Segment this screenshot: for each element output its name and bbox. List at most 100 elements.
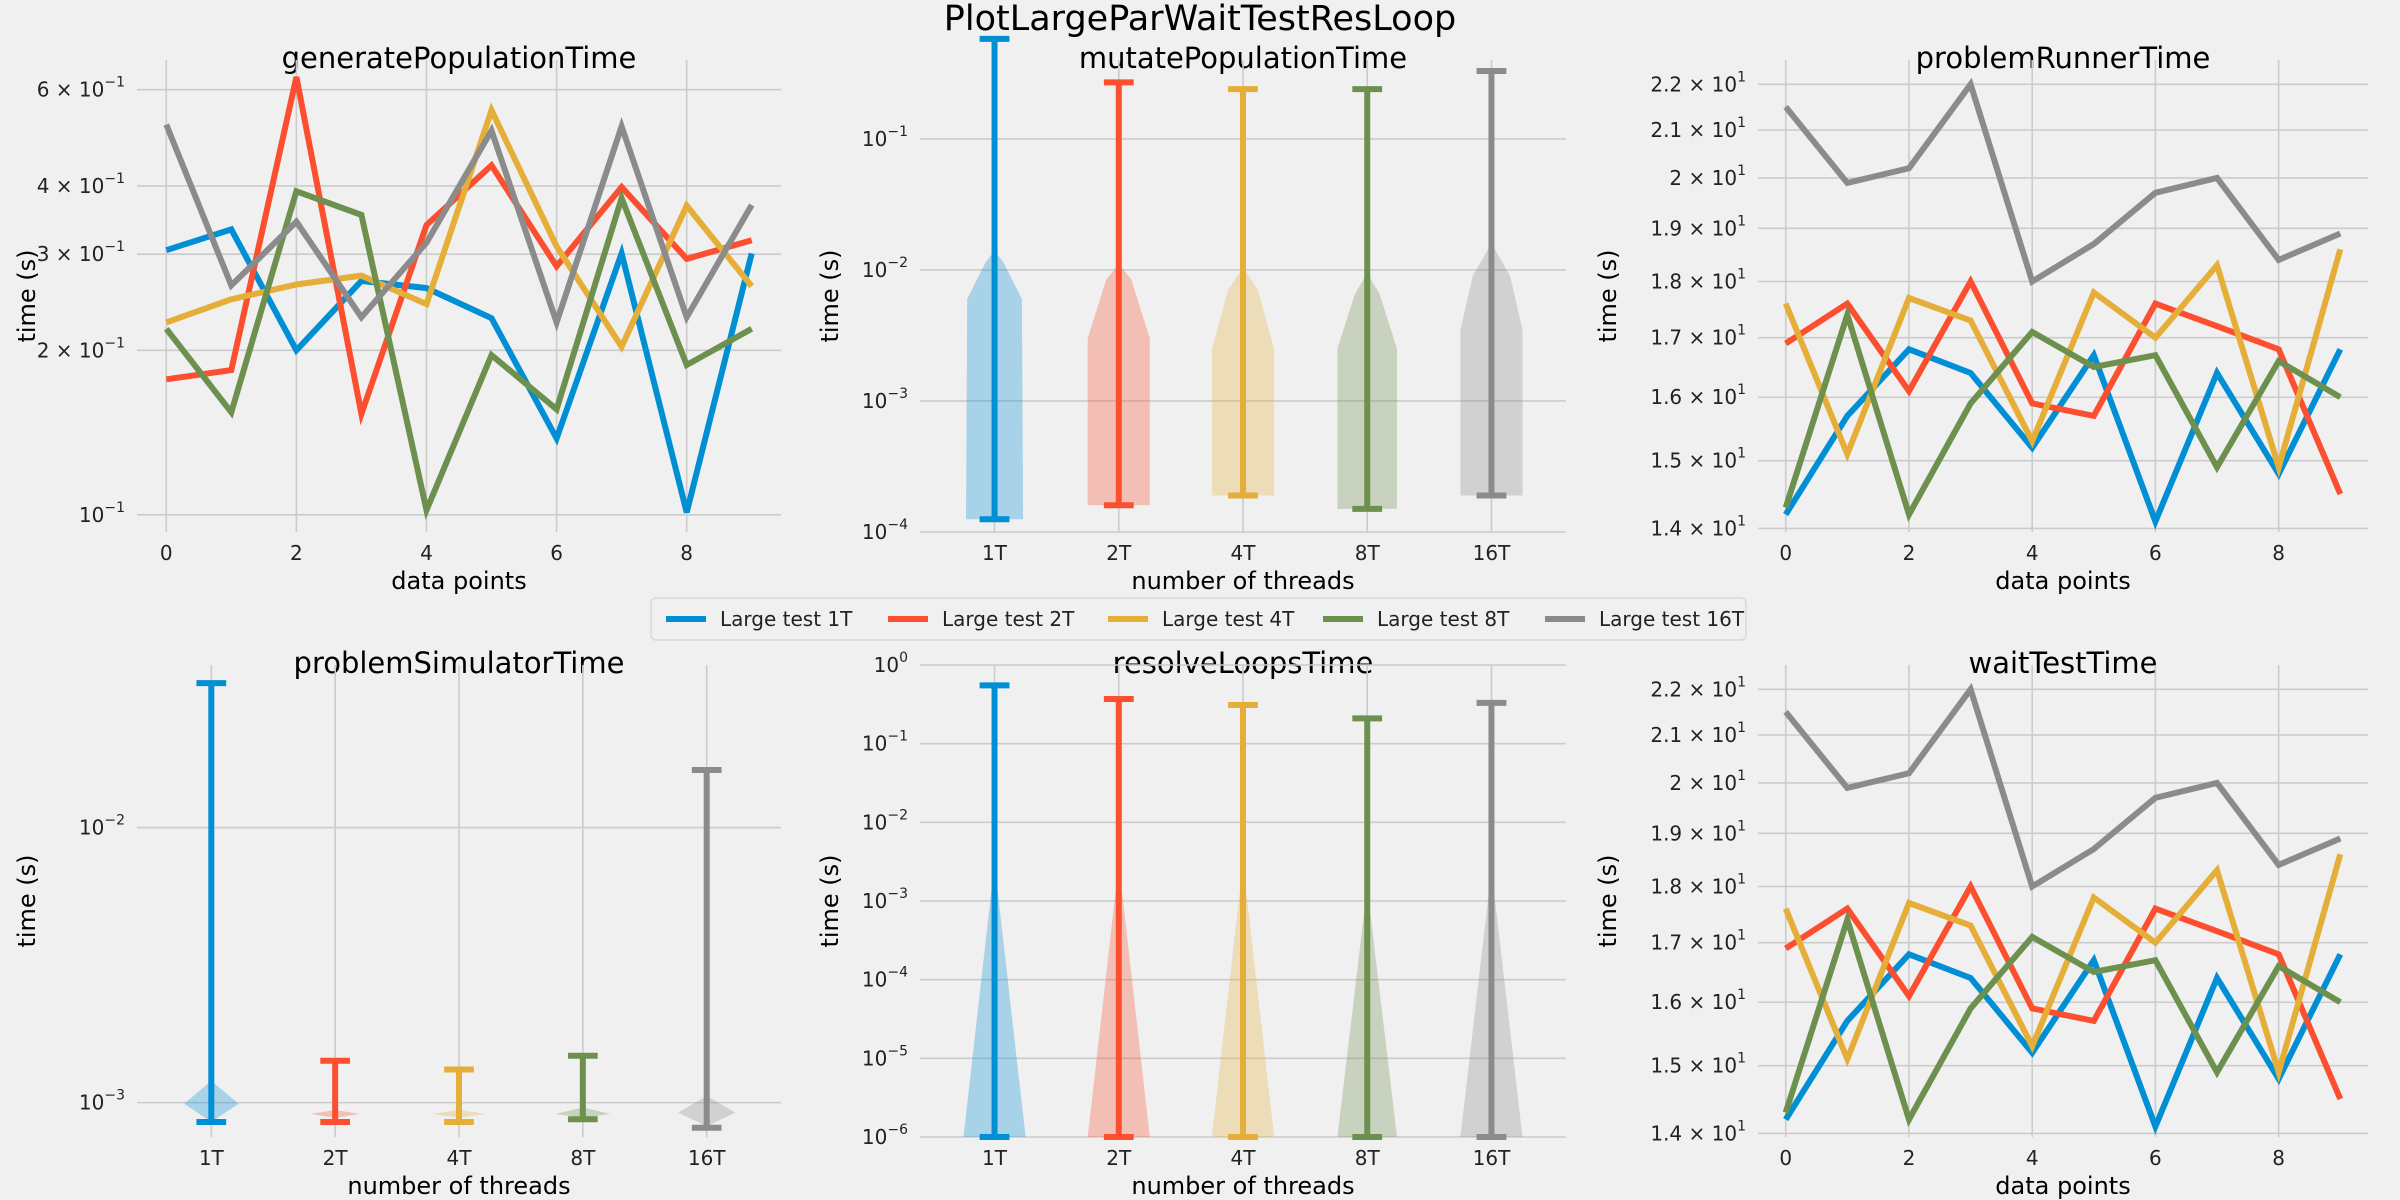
- x-axis-label: data points: [391, 567, 526, 595]
- y-tick-exponent: −3: [887, 886, 908, 902]
- category-label: 1T: [982, 1146, 1008, 1170]
- y-tick-exponent: 1: [1737, 266, 1746, 282]
- x-tick-label: 4: [420, 541, 433, 565]
- x-axis-label: number of threads: [1131, 1172, 1354, 1200]
- y-tick-label: 1.9 × 101: [1650, 213, 1746, 240]
- series-line-T8: [1782, 304, 2342, 523]
- y-tick-base: 1.6 × 10: [1650, 990, 1737, 1014]
- series-line-T2: [1784, 275, 2344, 496]
- y-tick-exponent: −1: [104, 500, 125, 516]
- y-tick-exponent: 1: [1737, 382, 1746, 398]
- category-label: 2T: [1106, 541, 1132, 565]
- x-axis-label: data points: [1995, 1172, 2130, 1200]
- y-axis-label: time (s): [816, 854, 844, 947]
- x-tick-label: 8: [2272, 541, 2285, 565]
- y-tick-base: 2 × 10: [1669, 166, 1737, 190]
- x-tick-label: 2: [1903, 541, 1916, 565]
- y-tick-base: 10: [862, 968, 887, 992]
- y-tick-label: 1.4 × 101: [1650, 513, 1746, 540]
- x-tick-label: 6: [2149, 1146, 2162, 1170]
- y-tick-label: 1.9 × 101: [1650, 818, 1746, 845]
- category-label: 8T: [570, 1146, 596, 1170]
- series-group: [963, 682, 1523, 1140]
- y-tick-base: 1.9 × 10: [1650, 821, 1737, 845]
- y-tick-base: 2.1 × 10: [1650, 723, 1737, 747]
- y-tick-base: 1.8 × 10: [1650, 874, 1737, 898]
- y-tick-exponent: 1: [1737, 69, 1746, 85]
- y-tick-base: 10: [862, 1046, 887, 1070]
- x-axis-label: data points: [1995, 567, 2130, 595]
- y-tick-base: 1.5 × 10: [1650, 449, 1737, 473]
- y-tick-label: 1.8 × 101: [1650, 871, 1746, 898]
- y-tick-base: 6 × 10: [37, 78, 105, 102]
- y-tick-base: 1.8 × 10: [1650, 269, 1737, 293]
- y-tick-exponent: −3: [887, 386, 908, 402]
- y-tick-label: 6 × 10−1: [37, 75, 125, 102]
- y-tick-exponent: 1: [1737, 1118, 1746, 1134]
- y-tick-exponent: −1: [104, 239, 125, 255]
- series-line-T8: [163, 187, 754, 520]
- y-tick-base: 1.4 × 10: [1650, 1121, 1737, 1145]
- y-tick-label: 10−6: [862, 1122, 908, 1149]
- x-tick-label: 6: [550, 541, 563, 565]
- y-tick-exponent: 1: [1737, 928, 1746, 944]
- y-tick-base: 3 × 10: [37, 242, 105, 266]
- y-tick-base: 10: [79, 1091, 104, 1115]
- series-line-T2: [1784, 880, 2344, 1101]
- legend: Large test 1T Large test 2T Large test 4T L…: [650, 597, 1747, 641]
- y-tick-base: 10: [862, 889, 887, 913]
- panel-title: waitTestTime: [1969, 646, 2158, 680]
- category-label: 16T: [1473, 541, 1511, 565]
- series-group: [1782, 682, 2344, 1135]
- y-tick-exponent: 1: [1737, 1051, 1746, 1067]
- y-tick-label: 2 × 101: [1669, 163, 1746, 190]
- y-tick-exponent: 1: [1737, 768, 1746, 784]
- series-line-T16: [1783, 77, 2342, 287]
- y-tick-exponent: −4: [887, 965, 908, 981]
- y-tick-label: 10−4: [862, 517, 908, 544]
- y-tick-exponent: 1: [1737, 323, 1746, 339]
- panel-5: resolveLoopsTime10−610−510−410−310−210−1…: [816, 646, 1566, 1200]
- y-axis-label: time (s): [13, 249, 41, 342]
- y-tick-exponent: −2: [887, 807, 908, 823]
- legend-label-T16: Large test 16T: [1599, 607, 1745, 631]
- y-tick-base: 10: [874, 653, 899, 677]
- y-tick-base: 4 × 10: [37, 174, 105, 198]
- y-tick-label: 2.2 × 101: [1650, 674, 1746, 701]
- x-tick-label: 6: [2149, 541, 2162, 565]
- y-tick-exponent: 1: [1737, 163, 1746, 179]
- y-tick-label: 10−4: [862, 965, 908, 992]
- y-tick-exponent: −5: [887, 1043, 908, 1059]
- category-label: 8T: [1355, 541, 1381, 565]
- y-tick-label: 10−2: [862, 255, 908, 282]
- y-tick-label: 10−1: [79, 500, 125, 527]
- series-line-T4: [1782, 853, 2344, 1083]
- x-tick-label: 2: [1903, 1146, 1916, 1170]
- series-line-T8: [1782, 909, 2342, 1128]
- series-group: [184, 680, 736, 1131]
- panel-title: problemRunnerTime: [1916, 41, 2211, 75]
- y-tick-label: 100: [874, 650, 908, 677]
- y-tick-exponent: 0: [899, 650, 908, 666]
- y-tick-label: 2.2 × 101: [1650, 69, 1746, 96]
- y-tick-label: 10−5: [862, 1043, 908, 1070]
- legend-label-T4: Large test 4T: [1162, 607, 1295, 631]
- y-tick-base: 1.9 × 10: [1650, 216, 1737, 240]
- x-tick-label: 0: [1779, 541, 1792, 565]
- y-tick-base: 10: [862, 258, 887, 282]
- y-tick-label: 1.5 × 101: [1650, 446, 1746, 473]
- y-axis-label: time (s): [1594, 249, 1622, 342]
- y-tick-label: 1.8 × 101: [1650, 266, 1746, 293]
- category-label: 16T: [688, 1146, 726, 1170]
- y-tick-label: 2.1 × 101: [1650, 115, 1746, 142]
- y-tick-exponent: 1: [1737, 818, 1746, 834]
- y-tick-label: 2 × 10−1: [37, 335, 125, 362]
- y-tick-label: 1.7 × 101: [1650, 928, 1746, 955]
- y-tick-label: 10−3: [862, 386, 908, 413]
- y-tick-exponent: −1: [104, 171, 125, 187]
- y-tick-label: 10−2: [862, 807, 908, 834]
